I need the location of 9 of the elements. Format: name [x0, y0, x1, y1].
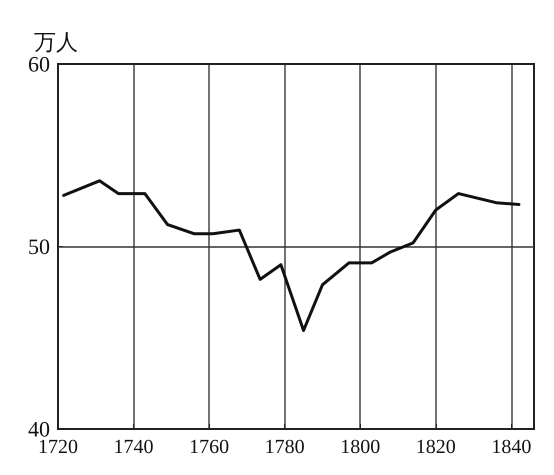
x-tick-label: 1780 — [264, 436, 305, 458]
x-tick-label: 1820 — [416, 436, 456, 458]
x-tick-label: 1740 — [114, 436, 154, 458]
x-tick-label: 1760 — [189, 436, 230, 458]
x-tick-label: 1840 — [491, 436, 532, 458]
x-tick-label: 1720 — [38, 436, 78, 458]
line-series — [62, 179, 520, 332]
x-tick-label: 1800 — [340, 436, 380, 458]
y-tick-label: 50 — [28, 234, 50, 259]
